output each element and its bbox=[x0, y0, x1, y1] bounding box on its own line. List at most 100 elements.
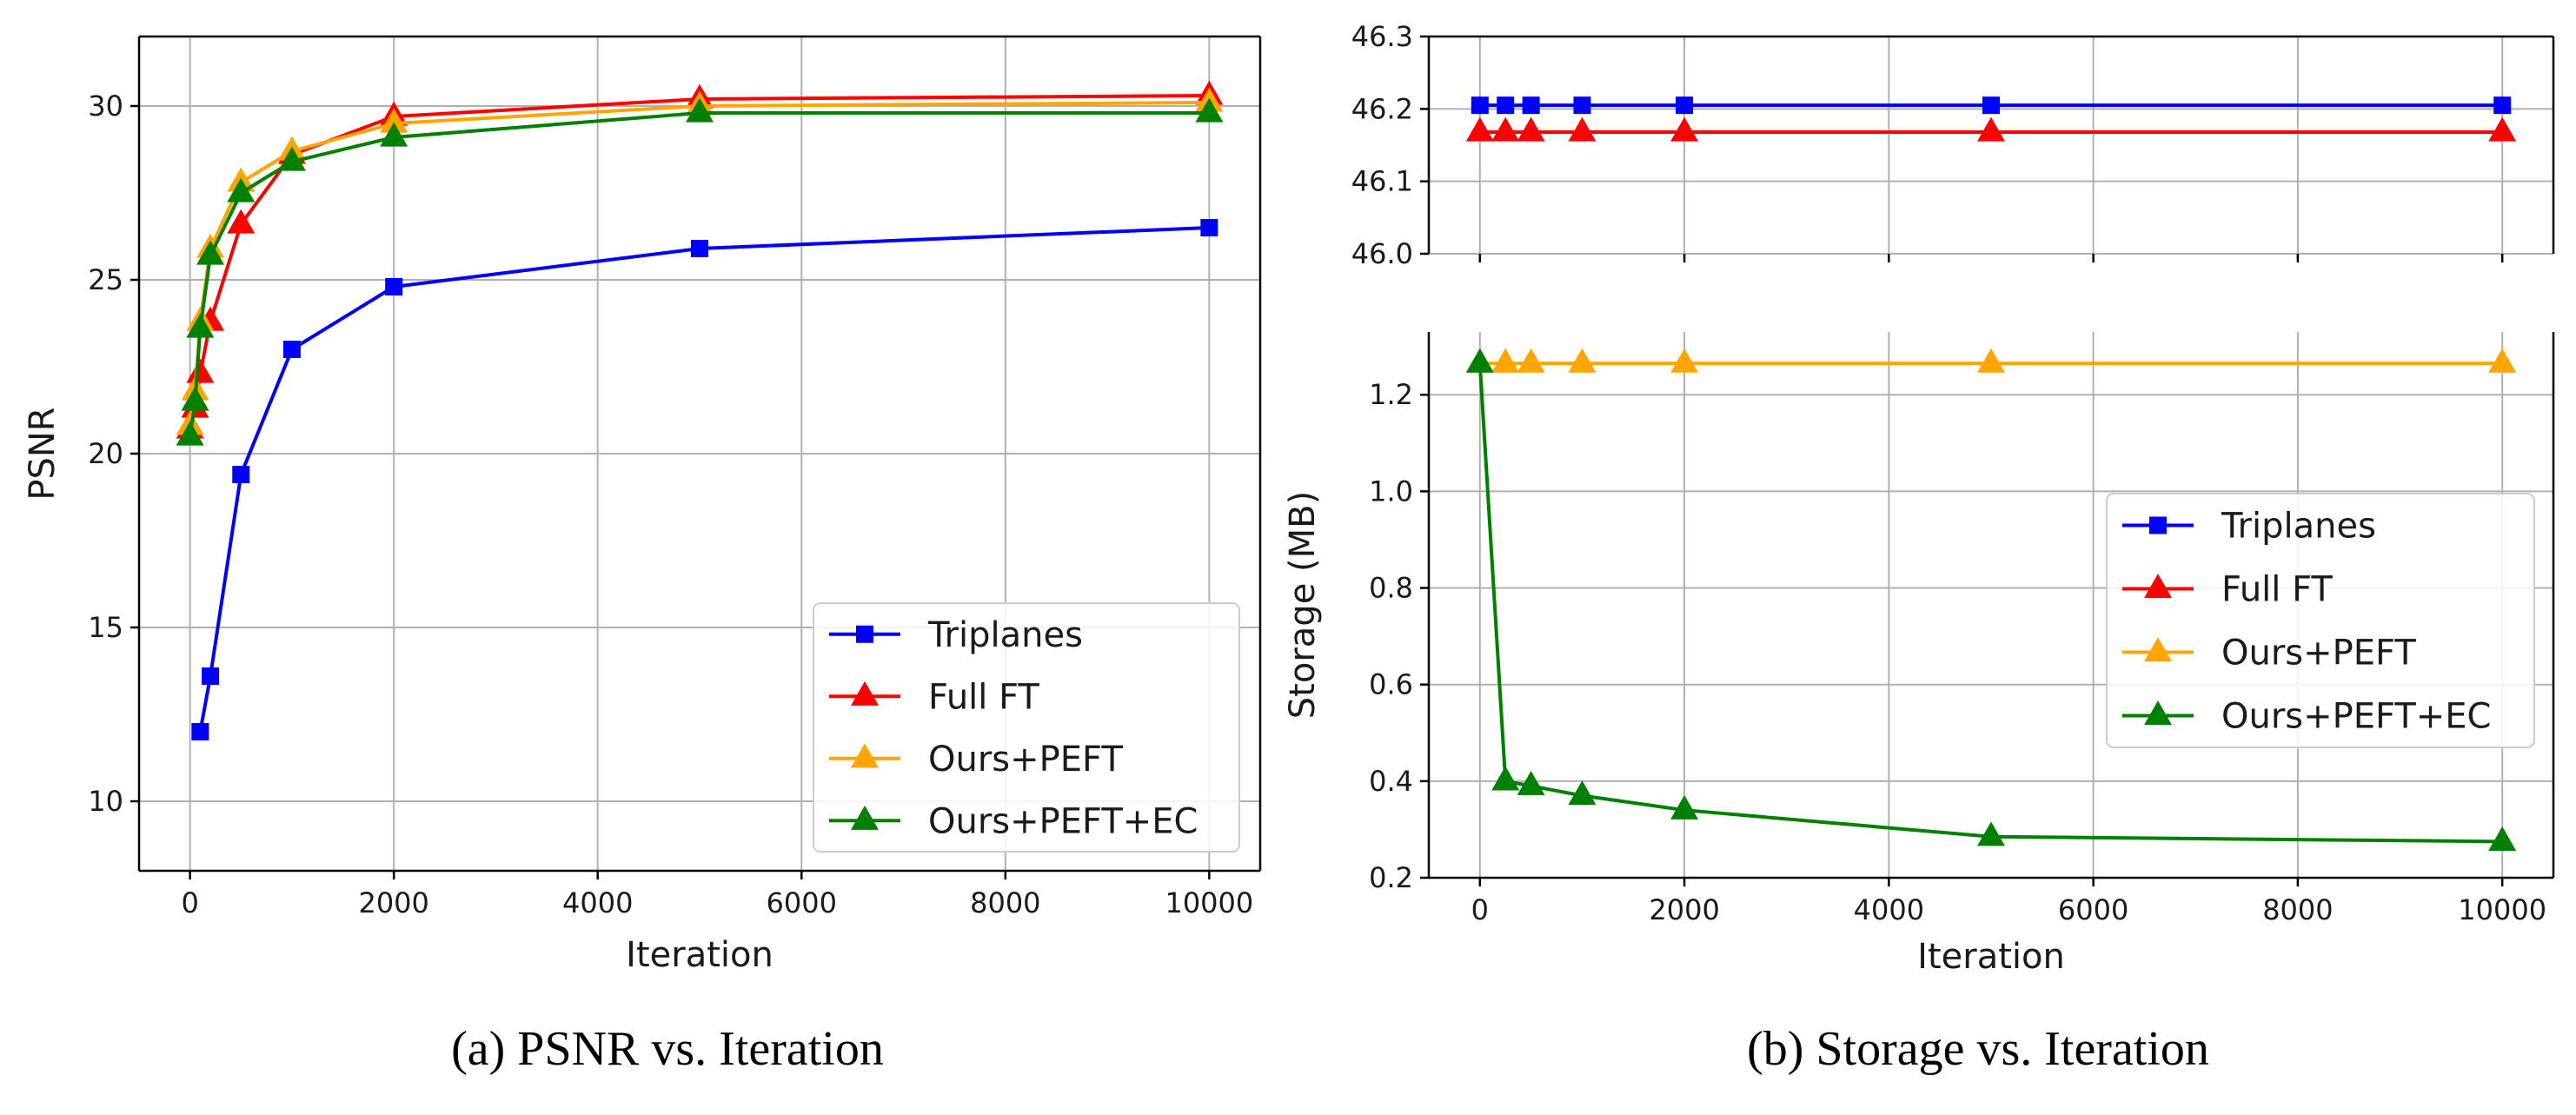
x-tick-label: 8000 bbox=[2262, 893, 2333, 926]
y-tick-label: 46.3 bbox=[1351, 20, 1413, 53]
data-point bbox=[1670, 794, 1699, 820]
series-line bbox=[188, 111, 1210, 437]
data-point bbox=[1670, 348, 1699, 373]
data-point bbox=[1465, 116, 1494, 142]
data-point bbox=[1568, 348, 1597, 373]
data-point bbox=[186, 358, 215, 383]
y-axis-label: PSNR bbox=[23, 407, 63, 500]
legend-marker bbox=[2144, 700, 2172, 726]
data-point bbox=[380, 108, 408, 133]
y-tick-label: 0.8 bbox=[1369, 572, 1413, 605]
legend-label: Triplanes bbox=[2221, 507, 2376, 547]
y-tick-label: 30 bbox=[88, 90, 123, 123]
data-point bbox=[282, 341, 301, 358]
legend-marker bbox=[851, 743, 879, 768]
data-point bbox=[1200, 219, 1218, 236]
data-point bbox=[2488, 348, 2517, 373]
data-point bbox=[202, 667, 220, 685]
legend-label: Ours+PEFT bbox=[928, 740, 1123, 780]
data-point bbox=[1517, 771, 1545, 796]
data-point bbox=[1573, 96, 1591, 115]
data-point bbox=[2493, 96, 2512, 115]
legend-marker bbox=[2149, 516, 2167, 534]
x-axis-label: Iteration bbox=[626, 935, 773, 975]
y-tick-label: 25 bbox=[88, 263, 123, 296]
legend-label: Full FT bbox=[928, 677, 1039, 717]
data-point bbox=[1522, 96, 1540, 115]
data-point bbox=[691, 240, 708, 257]
data-point bbox=[686, 97, 714, 123]
data-point bbox=[1982, 96, 2000, 115]
x-tick-label: 4000 bbox=[1854, 893, 1924, 926]
data-point bbox=[227, 209, 256, 234]
data-point bbox=[1517, 116, 1545, 142]
data-point bbox=[277, 146, 306, 171]
legend-label: Ours+PEFT+EC bbox=[928, 801, 1198, 841]
legend-label: Ours+PEFT bbox=[2221, 634, 2416, 674]
x-tick-label: 6000 bbox=[767, 886, 837, 919]
data-point bbox=[1568, 116, 1597, 142]
chart-psnr-vs-iteration: 0 2000 4000 6000 8000 10000 10 15 20 25 30 Iteratio… bbox=[23, 35, 1262, 975]
data-point bbox=[196, 240, 225, 265]
x-tick-label: 2000 bbox=[358, 886, 428, 919]
x-tick-label: 6000 bbox=[2058, 893, 2128, 926]
data-point bbox=[2488, 116, 2517, 142]
data-point bbox=[2488, 826, 2517, 851]
y-axis-label: Storage (MB) bbox=[1283, 491, 1323, 719]
caption-a: (a) PSNR vs. Iteration bbox=[451, 1022, 884, 1076]
data-point bbox=[1195, 97, 1224, 123]
legend-label: Ours+PEFT+EC bbox=[2221, 697, 2492, 737]
legend-label: Triplanes bbox=[927, 615, 1083, 655]
data-point bbox=[176, 421, 204, 446]
data-point bbox=[1497, 96, 1515, 115]
data-point bbox=[232, 466, 250, 483]
legend-label: Full FT bbox=[2221, 570, 2333, 610]
x-tick-label: 2000 bbox=[1649, 893, 1719, 926]
x-tick-label: 10000 bbox=[2458, 893, 2546, 926]
data-point bbox=[1471, 96, 1489, 115]
data-point bbox=[1568, 780, 1597, 806]
caption-b: (b) Storage vs. Iteration bbox=[1747, 1022, 2209, 1076]
x-axis-label: Iteration bbox=[1917, 937, 2065, 977]
data-point bbox=[1977, 821, 2005, 846]
data-point bbox=[1977, 116, 2005, 142]
y-tick-label: 0.4 bbox=[1369, 765, 1413, 798]
legend-marker bbox=[2144, 574, 2172, 599]
legend-marker bbox=[856, 625, 873, 643]
y-tick-label: 46.0 bbox=[1351, 237, 1413, 270]
data-point bbox=[385, 278, 403, 295]
data-point bbox=[1491, 766, 1520, 791]
y-tick-label: 46.2 bbox=[1351, 92, 1413, 125]
legend-marker bbox=[2144, 637, 2172, 662]
x-tick-label: 8000 bbox=[970, 886, 1040, 919]
legend-marker bbox=[851, 805, 879, 830]
data-point bbox=[1670, 116, 1699, 142]
x-tick-label: 10000 bbox=[1165, 886, 1253, 919]
data-point bbox=[1491, 348, 1520, 373]
x-tick-label: 4000 bbox=[562, 886, 633, 919]
y-tick-label: 0.2 bbox=[1369, 861, 1413, 894]
legend-box bbox=[813, 602, 1240, 853]
x-tick-label: 0 bbox=[1471, 893, 1489, 926]
data-point bbox=[1977, 348, 2005, 373]
y-tick-label: 20 bbox=[88, 437, 123, 470]
y-tick-label: 1.0 bbox=[1369, 475, 1413, 508]
y-tick-label: 10 bbox=[88, 785, 123, 818]
y-tick-label: 46.1 bbox=[1351, 165, 1413, 198]
data-point bbox=[1517, 348, 1545, 373]
chart-storage-vs-iteration: 46.0 46.1 46.2 46.3 0 2000 4000 6000 8000 10000 0.… bbox=[1283, 20, 2555, 977]
data-point bbox=[1676, 96, 1694, 115]
data-point bbox=[1491, 116, 1520, 142]
data-point bbox=[191, 723, 209, 740]
data-point bbox=[380, 122, 408, 147]
data-point bbox=[1465, 348, 1494, 373]
y-tick-label: 0.6 bbox=[1369, 668, 1413, 701]
data-point bbox=[186, 313, 215, 338]
legend-box bbox=[2106, 493, 2535, 748]
data-point bbox=[227, 177, 256, 202]
legend-marker bbox=[851, 680, 879, 706]
y-tick-label: 1.2 bbox=[1369, 378, 1413, 411]
series-line bbox=[188, 94, 1210, 430]
y-tick-label: 15 bbox=[88, 611, 123, 644]
